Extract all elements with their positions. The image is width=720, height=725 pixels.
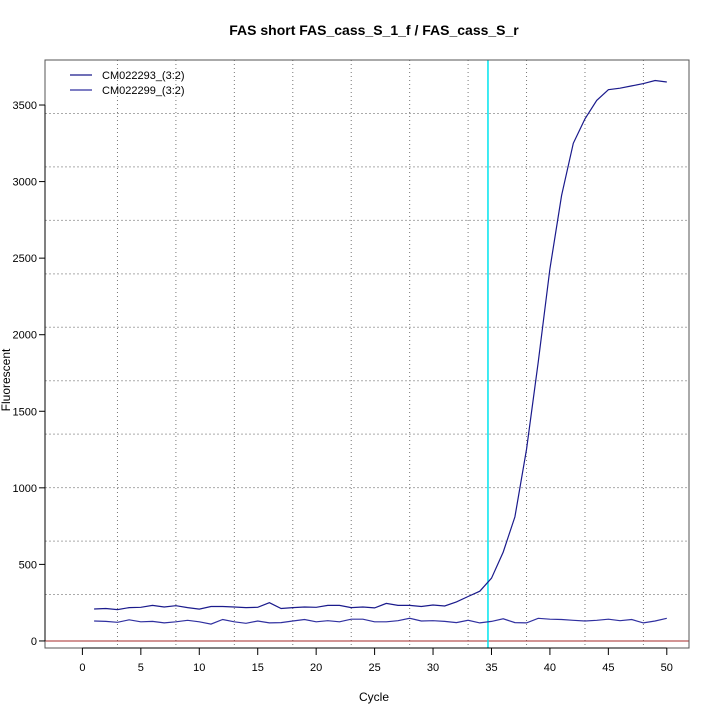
plot-frame xyxy=(44,59,690,649)
y-tick-label: 3500 xyxy=(13,100,37,112)
chart-title: FAS short FAS_cass_S_1_f / FAS_cass_S_r xyxy=(229,22,519,38)
y-tick-label: 0 xyxy=(31,636,37,648)
x-tick-label: 5 xyxy=(138,662,144,674)
y-tick-label: 1000 xyxy=(13,483,37,495)
x-axis-label: Cycle xyxy=(359,690,389,704)
x-tick-label: 35 xyxy=(485,662,497,674)
legend: CM022293_(3:2) CM022299_(3:2) xyxy=(70,70,185,97)
series-line-2 xyxy=(94,617,667,625)
legend-label: CM022299_(3:2) xyxy=(102,85,185,97)
x-tick-label: 20 xyxy=(310,662,322,674)
y-axis-label: Fluorescent xyxy=(0,348,13,411)
y-tick-label: 3000 xyxy=(13,177,37,189)
x-tick-label: 50 xyxy=(661,662,673,674)
x-tick-label: 45 xyxy=(602,662,614,674)
grid xyxy=(45,60,689,648)
y-tick-label: 2000 xyxy=(13,330,37,342)
legend-label: CM022293_(3:2) xyxy=(102,70,185,82)
x-tick-label: 40 xyxy=(544,662,556,674)
series-line-1 xyxy=(94,79,667,611)
x-axis: 0 5 10 15 20 25 30 35 40 45 50 xyxy=(79,647,673,674)
x-tick-label: 30 xyxy=(427,662,439,674)
y-tick-label: 2500 xyxy=(13,253,37,265)
series-group xyxy=(94,79,667,625)
y-axis: 0 500 1000 1500 2000 2500 3000 3500 xyxy=(13,100,46,648)
y-tick-label: 1500 xyxy=(13,406,37,418)
x-tick-label: 25 xyxy=(368,662,380,674)
x-tick-label: 15 xyxy=(252,662,264,674)
x-tick-label: 10 xyxy=(193,662,205,674)
y-tick-label: 500 xyxy=(19,559,37,571)
x-tick-label: 0 xyxy=(79,662,85,674)
